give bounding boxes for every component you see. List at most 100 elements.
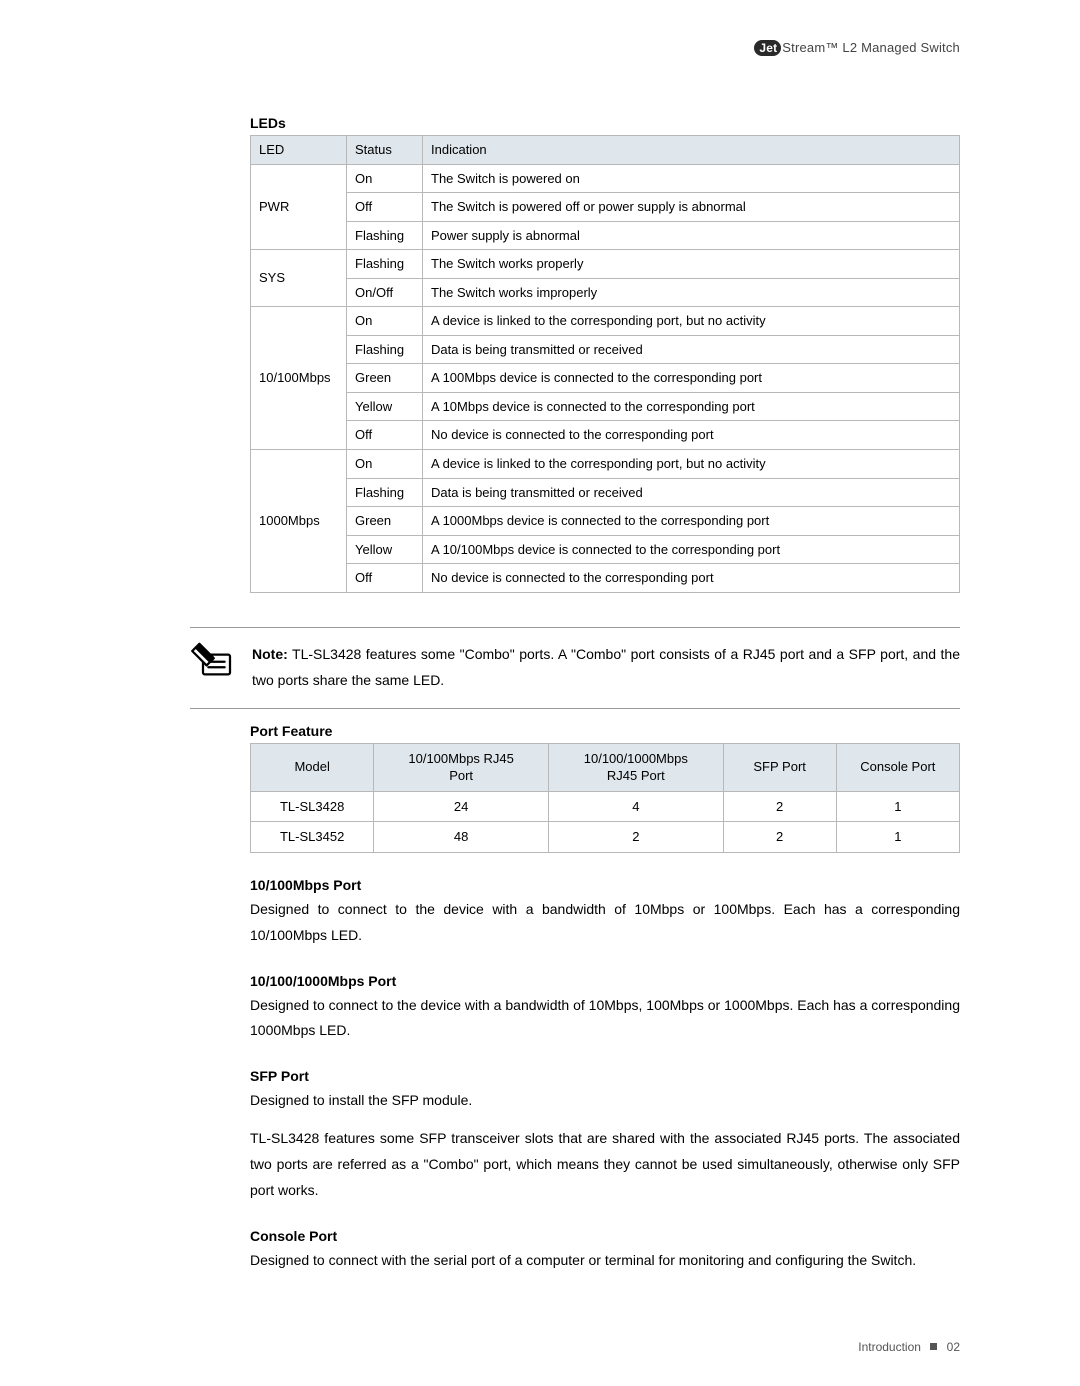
- section-text-10-100-1000: Designed to connect to the device with a…: [250, 993, 960, 1045]
- cell: 24: [374, 791, 549, 822]
- table-row: Green A 1000Mbps device is connected to …: [251, 507, 960, 536]
- col-header-indication: Indication: [423, 136, 960, 165]
- table-row: Off No device is connected to the corres…: [251, 421, 960, 450]
- cell-model: TL-SL3428: [251, 791, 374, 822]
- col-header-led: LED: [251, 136, 347, 165]
- led-status: Off: [347, 564, 423, 593]
- led-status: Flashing: [347, 250, 423, 279]
- led-indication: The Switch is powered off or power suppl…: [423, 193, 960, 222]
- led-indication: A 100Mbps device is connected to the cor…: [423, 364, 960, 393]
- col-header-console: Console Port: [836, 743, 959, 791]
- table-row: Flashing Data is being transmitted or re…: [251, 335, 960, 364]
- led-indication: Data is being transmitted or received: [423, 335, 960, 364]
- led-indication: A 1000Mbps device is connected to the co…: [423, 507, 960, 536]
- led-status: Flashing: [347, 478, 423, 507]
- cell: 4: [548, 791, 723, 822]
- col-header-rj45-1000: 10/100/1000Mbps RJ45 Port: [548, 743, 723, 791]
- cell: 48: [374, 822, 549, 853]
- led-status: On: [347, 307, 423, 336]
- cell: 1: [836, 822, 959, 853]
- product-name: L2 Managed Switch: [839, 40, 960, 55]
- led-status: Yellow: [347, 535, 423, 564]
- footer-divider-icon: [930, 1343, 937, 1350]
- led-indication: No device is connected to the correspond…: [423, 421, 960, 450]
- led-status: Flashing: [347, 335, 423, 364]
- note-pencil-icon: [190, 642, 234, 678]
- led-indication: A device is linked to the corresponding …: [423, 450, 960, 479]
- cell: 1: [836, 791, 959, 822]
- cell: 2: [548, 822, 723, 853]
- led-indication: Power supply is abnormal: [423, 221, 960, 250]
- note-text: Note: TL-SL3428 features some "Combo" po…: [252, 642, 960, 694]
- led-status: Off: [347, 421, 423, 450]
- led-indication: No device is connected to the correspond…: [423, 564, 960, 593]
- led-indication: The Switch is powered on: [423, 164, 960, 193]
- section-title-console: Console Port: [250, 1228, 960, 1244]
- section-title-10-100-1000: 10/100/1000Mbps Port: [250, 973, 960, 989]
- cell: 2: [723, 791, 836, 822]
- table-header-row: LED Status Indication: [251, 136, 960, 165]
- table-row: Off The Switch is powered off or power s…: [251, 193, 960, 222]
- leds-table: LED Status Indication PWR On The Switch …: [250, 135, 960, 593]
- led-name: SYS: [251, 250, 347, 307]
- table-row: Flashing Data is being transmitted or re…: [251, 478, 960, 507]
- header-line: Port: [449, 768, 473, 783]
- led-status: Green: [347, 364, 423, 393]
- doc-header: JetStream™ L2 Managed Switch: [120, 40, 960, 55]
- footer-section: Introduction: [858, 1340, 921, 1354]
- led-status: Green: [347, 507, 423, 536]
- note-body: TL-SL3428 features some "Combo" ports. A…: [252, 646, 960, 688]
- section-title-10-100: 10/100Mbps Port: [250, 877, 960, 893]
- table-row: 10/100Mbps On A device is linked to the …: [251, 307, 960, 336]
- led-name: 10/100Mbps: [251, 307, 347, 450]
- brand-badge: Jet: [754, 40, 781, 56]
- leds-title: LEDs: [250, 115, 960, 131]
- section-text-sfp-2: TL-SL3428 features some SFP transceiver …: [250, 1126, 960, 1204]
- table-row: PWR On The Switch is powered on: [251, 164, 960, 193]
- led-status: Off: [347, 193, 423, 222]
- table-row: Yellow A 10/100Mbps device is connected …: [251, 535, 960, 564]
- led-indication: A 10/100Mbps device is connected to the …: [423, 535, 960, 564]
- led-indication: Data is being transmitted or received: [423, 478, 960, 507]
- section-text-10-100: Designed to connect to the device with a…: [250, 897, 960, 949]
- led-status: On/Off: [347, 278, 423, 307]
- table-row: On/Off The Switch works improperly: [251, 278, 960, 307]
- table-row: Yellow A 10Mbps device is connected to t…: [251, 392, 960, 421]
- led-indication: The Switch works improperly: [423, 278, 960, 307]
- table-header-row: Model 10/100Mbps RJ45 Port 10/100/1000Mb…: [251, 743, 960, 791]
- led-indication: A device is linked to the corresponding …: [423, 307, 960, 336]
- header-line: 10/100/1000Mbps: [584, 751, 688, 766]
- port-feature-table: Model 10/100Mbps RJ45 Port 10/100/1000Mb…: [250, 743, 960, 853]
- table-row: 1000Mbps On A device is linked to the co…: [251, 450, 960, 479]
- col-header-sfp: SFP Port: [723, 743, 836, 791]
- cell-model: TL-SL3452: [251, 822, 374, 853]
- col-header-rj45-100: 10/100Mbps RJ45 Port: [374, 743, 549, 791]
- section-title-sfp: SFP Port: [250, 1068, 960, 1084]
- col-header-model: Model: [251, 743, 374, 791]
- header-line: 10/100Mbps RJ45: [408, 751, 514, 766]
- led-status: On: [347, 164, 423, 193]
- led-name: 1000Mbps: [251, 450, 347, 593]
- page-footer: Introduction 02: [858, 1340, 960, 1354]
- led-status: Flashing: [347, 221, 423, 250]
- section-text-sfp-1: Designed to install the SFP module.: [250, 1088, 960, 1114]
- led-status: Yellow: [347, 392, 423, 421]
- port-feature-title: Port Feature: [250, 723, 960, 739]
- content-column: LEDs LED Status Indication PWR On The Sw…: [120, 115, 960, 1274]
- table-row: Off No device is connected to the corres…: [251, 564, 960, 593]
- table-row: TL-SL3452 48 2 2 1: [251, 822, 960, 853]
- led-status: On: [347, 450, 423, 479]
- table-row: Green A 100Mbps device is connected to t…: [251, 364, 960, 393]
- col-header-status: Status: [347, 136, 423, 165]
- note-label: Note:: [252, 646, 288, 662]
- table-row: Flashing Power supply is abnormal: [251, 221, 960, 250]
- table-row: SYS Flashing The Switch works properly: [251, 250, 960, 279]
- brand-tm: ™: [825, 40, 838, 55]
- section-text-console: Designed to connect with the serial port…: [250, 1248, 960, 1274]
- brand-tail: Stream: [782, 40, 825, 55]
- led-indication: The Switch works properly: [423, 250, 960, 279]
- page: JetStream™ L2 Managed Switch LEDs LED St…: [0, 0, 1080, 1386]
- table-row: TL-SL3428 24 4 2 1: [251, 791, 960, 822]
- footer-page-number: 02: [947, 1340, 960, 1354]
- cell: 2: [723, 822, 836, 853]
